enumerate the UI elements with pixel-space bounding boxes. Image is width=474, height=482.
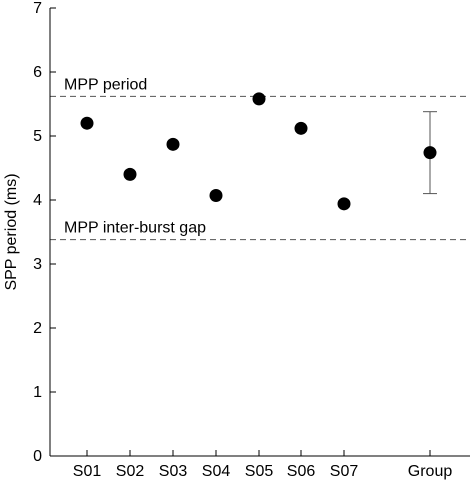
x-tick-label: S03 [159, 463, 188, 480]
data-point [209, 189, 223, 203]
data-point [166, 137, 180, 151]
group-mean-point [423, 146, 437, 160]
y-tick-label: 4 [33, 192, 42, 209]
data-point [80, 116, 94, 130]
axes: 0 1 2 3 4 5 6 7 S01 S02 S03 S04 S05 S06 S07 Group [33, 0, 470, 480]
y-tick-label: 7 [33, 0, 42, 17]
x-tick-label: S04 [202, 463, 231, 480]
x-tick-label: S02 [116, 463, 145, 480]
x-tick-label: Group [408, 463, 453, 480]
data-points [80, 92, 437, 211]
x-tick-label: S01 [73, 463, 102, 480]
y-tick-label: 3 [33, 256, 42, 273]
x-tick-label: S06 [287, 463, 316, 480]
y-axis-title: SPP period (ms) [3, 173, 20, 290]
y-tick-label: 6 [33, 64, 42, 81]
y-tick-label: 1 [33, 384, 42, 401]
reference-line-label: MPP inter-burst gap [64, 220, 206, 237]
x-tick-label: S07 [330, 463, 359, 480]
x-tick-label: S05 [245, 463, 274, 480]
data-point [252, 92, 266, 106]
y-tick-label: 5 [33, 128, 42, 145]
data-point [294, 121, 308, 135]
data-point [337, 197, 351, 211]
reference-lines: MPP period MPP inter-burst gap [50, 76, 470, 241]
reference-line-label: MPP period [64, 76, 147, 93]
y-tick-label: 0 [33, 448, 42, 465]
data-point [123, 167, 137, 181]
y-tick-label: 2 [33, 320, 42, 337]
